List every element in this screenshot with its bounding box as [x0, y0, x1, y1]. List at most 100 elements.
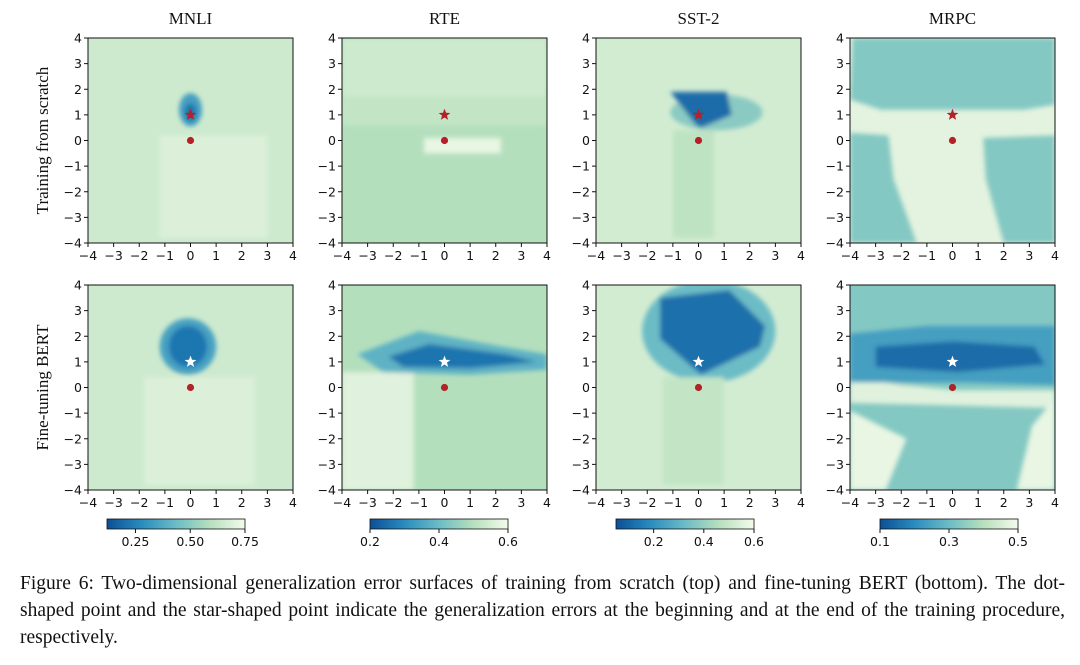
- heatmap-panel-mnli-scratch: −4−4 −3 −3 −2 −2 −1 −1 0 0 1 1 2 2 3 3 4 4: [64, 31, 297, 264]
- colorbar-tick-label: 0.6: [498, 534, 518, 549]
- x-tick-label: 4: [797, 248, 805, 263]
- y-tick-label: 1: [836, 354, 844, 369]
- x-tick-label: −3: [104, 248, 122, 263]
- start-dot-marker: [440, 383, 449, 392]
- y-tick-label: 2: [836, 82, 844, 97]
- x-tick-label: 1: [466, 248, 474, 263]
- start-dot-marker: [948, 136, 957, 145]
- x-tick-label: 2: [1000, 495, 1008, 510]
- x-tick-label: −3: [612, 495, 630, 510]
- x-tick-label: 0: [187, 495, 195, 510]
- x-tick-label: −4: [79, 495, 97, 510]
- error-region: [670, 91, 732, 128]
- x-tick-label: −2: [638, 248, 656, 263]
- colorbar-tick-label: 0.2: [644, 534, 664, 549]
- x-tick-label: 1: [212, 248, 220, 263]
- y-tick-label: 4: [74, 278, 82, 293]
- y-tick-label: −1: [318, 406, 336, 421]
- error-region: [850, 410, 907, 490]
- x-tick-label: 3: [263, 248, 271, 263]
- y-tick-label: −3: [826, 210, 844, 225]
- y-tick-label: −4: [572, 483, 590, 498]
- colorbar-tick-label: 0.25: [122, 534, 150, 549]
- x-tick-label: −3: [358, 248, 376, 263]
- y-tick-label: −2: [318, 184, 336, 199]
- colorbar-gradient: [615, 518, 755, 530]
- start-dot-marker: [694, 136, 703, 145]
- y-tick-label: 1: [74, 354, 82, 369]
- y-tick-label: −4: [826, 236, 844, 251]
- end-star-marker: [184, 355, 197, 367]
- x-tick-label: 2: [492, 248, 500, 263]
- y-tick-label: −3: [572, 457, 590, 472]
- x-tick-label: −2: [130, 248, 148, 263]
- error-region: [850, 132, 917, 243]
- x-tick-label: −1: [664, 248, 682, 263]
- x-tick-label: −2: [892, 248, 910, 263]
- figure-6: MNLI RTE SST-2 MRPC Training from scratch Fin…: [33, 9, 1059, 549]
- x-tick-label: −2: [892, 495, 910, 510]
- heatmap-panel-sst2-scratch: −4−4 −3 −3 −2 −2 −1 −1 0 0 1 1 2 2 3 3 4 4: [572, 31, 805, 264]
- start-dot-marker: [948, 383, 957, 392]
- colorbar-tick-label: 0.4: [429, 534, 449, 549]
- y-tick-label: −3: [64, 210, 82, 225]
- y-tick-label: −3: [826, 457, 844, 472]
- x-tick-label: −2: [384, 248, 402, 263]
- y-tick-label: 0: [328, 133, 336, 148]
- colorbar-tick-label: 0.50: [176, 534, 204, 549]
- y-tick-label: −4: [64, 236, 82, 251]
- colorbar-tick-label: 0.1: [870, 534, 890, 549]
- colorbar-gradient: [106, 518, 246, 530]
- start-dot-marker: [694, 383, 703, 392]
- y-tick-label: 2: [74, 82, 82, 97]
- end-star-marker: [946, 355, 959, 367]
- x-tick-label: 4: [1051, 248, 1059, 263]
- x-tick-label: −4: [841, 495, 859, 510]
- y-tick-label: 2: [328, 329, 336, 344]
- y-tick-label: −3: [318, 457, 336, 472]
- colorbar-mnli: 0.25 0.50 0.75: [106, 518, 259, 549]
- error-region: [388, 343, 537, 369]
- y-tick-label: −2: [572, 431, 590, 446]
- x-tick-label: 4: [797, 495, 805, 510]
- colorbar-gradient: [879, 518, 1019, 530]
- end-star-marker: [184, 108, 197, 120]
- x-tick-label: −3: [866, 495, 884, 510]
- y-tick-label: 4: [582, 278, 590, 293]
- y-tick-label: −3: [572, 210, 590, 225]
- x-tick-label: −1: [410, 248, 428, 263]
- y-tick-label: 1: [836, 107, 844, 122]
- y-tick-label: −3: [318, 210, 336, 225]
- colorbar-gradient: [369, 518, 509, 530]
- x-tick-label: 4: [1051, 495, 1059, 510]
- y-tick-label: 4: [74, 31, 82, 46]
- colorbar-rte: 0.2 0.4 0.6: [360, 518, 518, 549]
- start-dot-marker: [440, 136, 449, 145]
- x-tick-label: 1: [212, 495, 220, 510]
- y-tick-label: 4: [582, 31, 590, 46]
- y-tick-label: −1: [826, 159, 844, 174]
- x-tick-label: 3: [1025, 248, 1033, 263]
- x-tick-label: 0: [949, 248, 957, 263]
- y-tick-label: 1: [328, 354, 336, 369]
- heatmap-panel-rte-bert: −4−4 −3 −3 −2 −2 −1 −1 0 0 1 1 2 2 3 3 4 4: [318, 278, 551, 511]
- x-tick-label: −2: [130, 495, 148, 510]
- x-tick-label: −1: [156, 495, 174, 510]
- colorbar-tick-label: 0.6: [744, 534, 764, 549]
- y-tick-label: −1: [572, 406, 590, 421]
- y-tick-label: 0: [836, 133, 844, 148]
- colorbar-tick-label: 0.3: [939, 534, 959, 549]
- end-star-marker: [946, 108, 959, 120]
- x-tick-label: −2: [638, 495, 656, 510]
- y-tick-label: 2: [836, 329, 844, 344]
- x-tick-label: −2: [384, 495, 402, 510]
- end-star-marker: [692, 355, 705, 367]
- end-star-marker: [692, 108, 705, 120]
- start-dot-marker: [186, 383, 195, 392]
- x-tick-label: 3: [1025, 495, 1033, 510]
- x-tick-label: −4: [587, 248, 605, 263]
- y-tick-label: 4: [836, 278, 844, 293]
- error-region: [168, 326, 208, 367]
- x-tick-label: −1: [156, 248, 174, 263]
- y-tick-label: −2: [826, 184, 844, 199]
